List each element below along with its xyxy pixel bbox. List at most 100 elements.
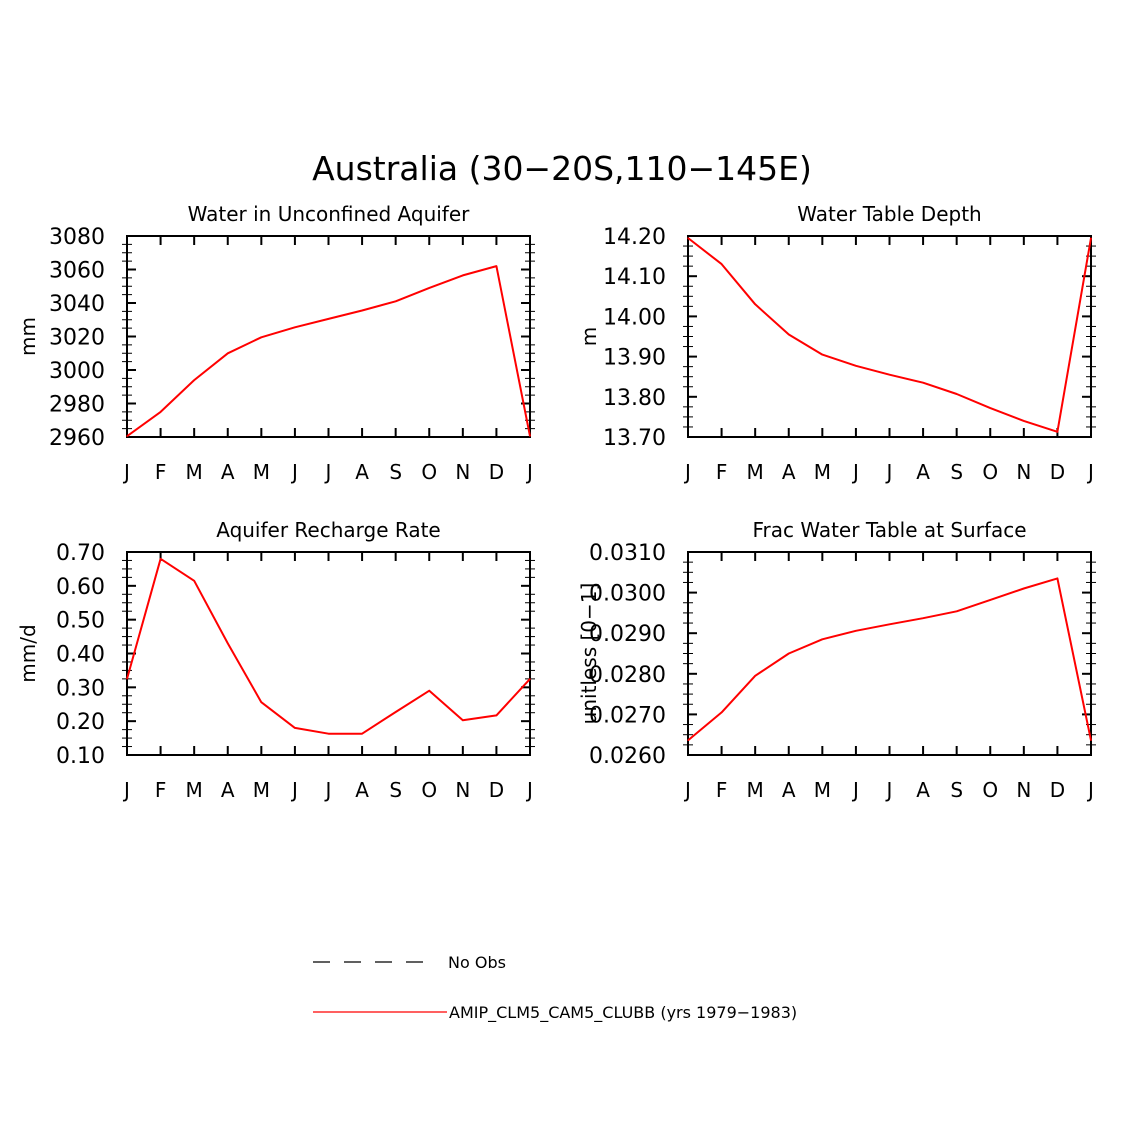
legend-model-label: AMIP_CLM5_CAM5_CLUBB (yrs 1979−1983) [449, 1003, 797, 1023]
y-axis-label-frac-water-table: unitless [0−1] [577, 583, 601, 725]
y-tick-label-recharge-rate: 0.50 [56, 609, 105, 634]
data-point-frac-water-table [1090, 739, 1092, 741]
x-tick-label-recharge-rate: M [253, 778, 270, 802]
x-tick-label-aquifer-water: S [389, 460, 402, 484]
y-tick-label-aquifer-water: 3060 [49, 259, 105, 284]
data-point-aquifer-water [361, 309, 363, 312]
series-line-aquifer-water [126, 265, 531, 438]
data-point-recharge-rate [529, 678, 531, 680]
x-tick-label-water-table-depth: J [885, 460, 893, 484]
data-point-recharge-rate [159, 558, 162, 560]
panel-aquifer-water: Water in Unconfined Aquifer 2960 2980 3000 3… [16, 202, 535, 484]
data-point-water-table-depth [687, 237, 689, 239]
data-point-frac-water-table [855, 630, 857, 632]
y-tick-label-frac-water-table: 0.0280 [589, 663, 666, 688]
data-point-frac-water-table [888, 623, 891, 625]
data-point-recharge-rate [428, 690, 430, 692]
x-tick-label-water-table-depth: A [782, 460, 796, 484]
y-axis-label-aquifer-water: mm [16, 317, 40, 356]
data-point-water-table-depth [788, 333, 790, 336]
x-tick-label-aquifer-water: M [186, 460, 203, 484]
data-point-aquifer-water [126, 435, 128, 437]
legend-no-obs-label: No Obs [448, 953, 506, 972]
series-line-recharge-rate [126, 557, 531, 735]
x-tick-label-aquifer-water: A [221, 460, 235, 484]
data-point-recharge-rate [361, 733, 363, 735]
y-tick-label-frac-water-table: 0.0300 [589, 582, 666, 607]
x-tick-label-frac-water-table: D [1050, 778, 1065, 802]
y-tick-label-frac-water-table: 0.0260 [589, 744, 666, 769]
panel-title-water-table-depth: Water Table Depth [797, 202, 981, 226]
y-tick-label-frac-water-table: 0.0310 [589, 541, 666, 566]
data-point-frac-water-table [989, 599, 991, 601]
panel-title-recharge-rate: Aquifer Recharge Rate [216, 518, 441, 542]
data-point-water-table-depth [754, 303, 756, 305]
data-point-frac-water-table [720, 711, 723, 713]
x-tick-label-water-table-depth: J [851, 460, 859, 484]
data-point-recharge-rate [395, 711, 397, 713]
data-point-frac-water-table [1023, 587, 1025, 590]
x-tick-label-frac-water-table: F [716, 778, 728, 802]
y-tick-label-water-table-depth: 14.10 [603, 265, 666, 290]
data-point-recharge-rate [260, 701, 262, 703]
data-point-aquifer-water [294, 326, 296, 328]
plot-frame-aquifer-water [126, 235, 531, 438]
data-point-frac-water-table [821, 638, 823, 640]
panel-water-table-depth: Water Table Depth 13.70 13.80 13.90 14.00 14.… [577, 202, 1096, 484]
x-tick-label-recharge-rate: J [290, 778, 298, 802]
data-point-frac-water-table [788, 652, 790, 655]
x-tick-label-water-table-depth: S [950, 460, 963, 484]
data-point-water-table-depth [1056, 431, 1059, 433]
data-point-frac-water-table [1056, 577, 1059, 579]
x-tick-label-aquifer-water: J [122, 460, 130, 484]
y-tick-label-water-table-depth: 13.70 [603, 426, 666, 451]
x-tick-label-frac-water-table: M [747, 778, 764, 802]
y-tick-label-recharge-rate: 0.30 [56, 676, 105, 701]
y-tick-label-recharge-rate: 0.60 [56, 575, 105, 600]
x-tick-label-frac-water-table: S [950, 778, 963, 802]
plot-frame-water-table-depth [687, 235, 1092, 438]
x-tick-label-frac-water-table: A [782, 778, 796, 802]
y-axis-label-recharge-rate: mm/d [16, 624, 40, 682]
y-tick-label-frac-water-table: 0.0270 [589, 703, 666, 728]
x-tick-label-recharge-rate: M [186, 778, 203, 802]
panels: Water in Unconfined Aquifer 2960 2980 3000 3… [16, 202, 1096, 802]
x-tick-label-frac-water-table: O [982, 778, 998, 802]
x-tick-label-recharge-rate: J [122, 778, 130, 802]
y-tick-label-water-table-depth: 13.90 [603, 346, 666, 371]
x-tick-label-water-table-depth: N [1016, 460, 1031, 484]
data-point-recharge-rate [126, 678, 128, 680]
data-point-water-table-depth [855, 365, 857, 367]
y-tick-label-recharge-rate: 0.10 [56, 744, 105, 769]
data-point-water-table-depth [821, 353, 823, 356]
y-axis-label-water-table-depth: m [577, 327, 601, 346]
data-point-aquifer-water [462, 274, 464, 276]
x-tick-label-recharge-rate: N [455, 778, 470, 802]
y-tick-label-aquifer-water: 2980 [49, 393, 105, 418]
x-tick-label-aquifer-water: J [525, 460, 533, 484]
plot-frame-frac-water-table [687, 551, 1092, 756]
data-point-water-table-depth [922, 382, 924, 384]
y-tick-label-aquifer-water: 3020 [49, 326, 105, 351]
x-tick-label-recharge-rate: D [489, 778, 504, 802]
x-tick-label-aquifer-water: O [421, 460, 437, 484]
data-point-water-table-depth [888, 374, 891, 376]
data-point-water-table-depth [1090, 237, 1092, 239]
data-point-aquifer-water [495, 265, 498, 267]
y-tick-label-frac-water-table: 0.0290 [589, 622, 666, 647]
x-tick-label-frac-water-table: J [885, 778, 893, 802]
x-tick-label-aquifer-water: J [290, 460, 298, 484]
data-point-aquifer-water [327, 318, 330, 320]
y-tick-label-water-table-depth: 14.20 [603, 225, 666, 250]
x-tick-label-recharge-rate: O [421, 778, 437, 802]
x-tick-label-frac-water-table: J [683, 778, 691, 802]
x-tick-label-recharge-rate: J [324, 778, 332, 802]
data-point-recharge-rate [495, 714, 498, 717]
data-point-aquifer-water [260, 336, 262, 338]
y-tick-label-aquifer-water: 3000 [49, 359, 105, 384]
y-tick-label-recharge-rate: 0.20 [56, 710, 105, 735]
legend: No Obs AMIP_CLM5_CAM5_CLUBB (yrs 1979−19… [313, 953, 797, 1023]
x-tick-label-recharge-rate: J [525, 778, 533, 802]
y-tick-label-aquifer-water: 3080 [49, 225, 105, 250]
y-tick-label-water-table-depth: 14.00 [603, 305, 666, 330]
